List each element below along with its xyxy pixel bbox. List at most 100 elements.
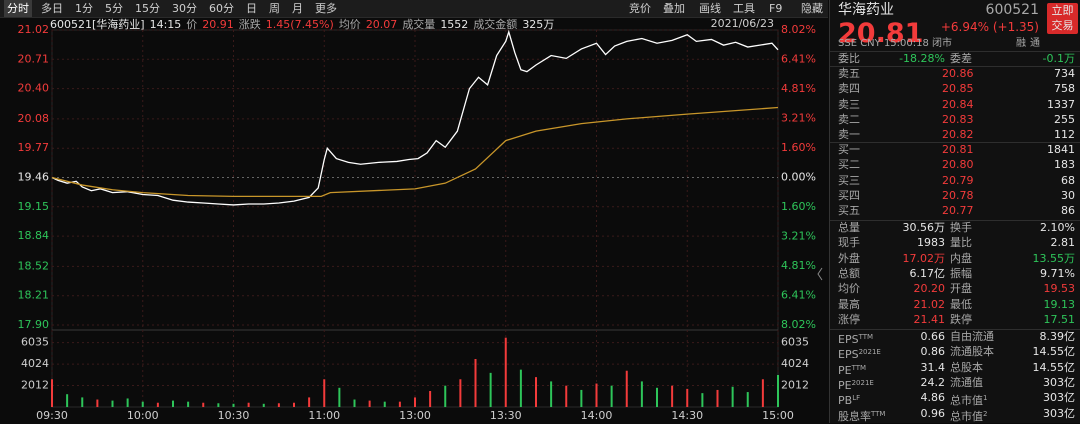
fund-value: 24.2	[920, 375, 946, 389]
button-label: 交易	[1051, 19, 1074, 32]
tool-button[interactable]: 隐藏	[801, 2, 823, 15]
y-tick-label: 19.77	[18, 141, 50, 154]
tool-button[interactable]: 叠加	[663, 2, 685, 15]
ask-label: 卖一	[838, 128, 860, 142]
bid-size: 68	[1061, 173, 1075, 187]
header-item: 325万	[522, 18, 555, 31]
fund-label: 总市值1	[950, 394, 988, 408]
volume-bar	[474, 359, 477, 407]
volume-bar	[565, 385, 568, 407]
stat-value: 2.10%	[1040, 221, 1075, 234]
header-item: 1552	[440, 18, 469, 31]
volume-bar	[716, 389, 719, 407]
stat-value: 13.55万	[1032, 251, 1076, 265]
stat-value: 19.13	[1043, 297, 1076, 311]
stat-value: 20.20	[913, 282, 946, 296]
fund-label-sup: TTM	[851, 363, 867, 372]
stat-label: 最高	[838, 297, 860, 311]
volume-bar	[444, 385, 447, 407]
fund-label-sup: 1	[983, 394, 988, 403]
volume-bar	[459, 379, 462, 407]
volume-bar	[187, 401, 190, 407]
fund-label: PBLF	[838, 394, 861, 408]
stat-value: 17.51	[1043, 312, 1076, 326]
order-ratio: 委比	[838, 52, 860, 65]
volume-bar	[172, 400, 174, 407]
tab[interactable]: 更多	[315, 2, 337, 15]
ask-label: 卖二	[838, 112, 860, 126]
y-tick-label: 18.21	[18, 289, 50, 302]
fund-label-sup: 2	[983, 409, 988, 418]
x-tick-label: 10:30	[218, 409, 250, 422]
tab[interactable]: 5分	[105, 2, 123, 15]
y2-tick-label: 1.60%	[781, 141, 816, 154]
volume-bar	[535, 377, 537, 407]
volume-bar	[489, 372, 492, 407]
tab[interactable]: 15分	[135, 2, 160, 15]
volume-bar	[293, 402, 295, 407]
separator	[830, 142, 1080, 143]
volume-bar	[202, 402, 205, 407]
order-ratio: -0.1万	[1042, 52, 1075, 65]
tool-button[interactable]: 画线	[699, 2, 721, 15]
bid-label: 买三	[838, 173, 860, 187]
tab[interactable]: 月	[292, 2, 303, 15]
tab[interactable]: 多日	[41, 2, 63, 15]
ask-label: 卖五	[838, 67, 860, 80]
stat-label: 振幅	[950, 266, 972, 280]
fund-label-sup: TTM	[871, 409, 886, 418]
volume-bar	[625, 370, 628, 407]
fund-value: 303亿	[1043, 391, 1075, 405]
x-tick-label: 10:00	[127, 409, 159, 422]
ask-price: 20.83	[942, 112, 974, 126]
trade-button[interactable]: 立即 交易	[1047, 3, 1078, 34]
fund-label-sup: TTM	[858, 333, 874, 341]
volume-tick-label: 6035	[21, 336, 49, 349]
volume-tick-label: 4024	[21, 357, 49, 370]
tab[interactable]: 日	[246, 2, 257, 15]
tab[interactable]: 分时	[4, 0, 32, 17]
header-item: 20.07	[365, 18, 398, 31]
tool-button[interactable]: F9	[769, 2, 783, 15]
y2-tick-label: 6.41%	[781, 288, 816, 301]
tab[interactable]: 周	[269, 2, 280, 15]
tool-button[interactable]: 工具	[733, 2, 755, 15]
ask-label: 卖三	[838, 97, 860, 111]
volume-bar	[338, 387, 341, 407]
y-tick-label: 20.71	[18, 52, 50, 65]
volume-tick-label: 4024	[781, 357, 809, 370]
y-tick-label: 17.90	[18, 318, 50, 331]
volume-bar	[414, 397, 416, 407]
tab[interactable]: 1分	[75, 2, 93, 15]
bid-size: 30	[1061, 188, 1075, 202]
stat-label: 总量	[838, 221, 860, 234]
y2-tick-label: 0.00%	[781, 171, 816, 184]
volume-bar	[701, 393, 704, 407]
toolbar: 分时 多日 1分 5分 15分 30分 60分日周月更多 竞价 叠加 画线 工具 F9 隐藏	[0, 0, 828, 18]
ask-size: 1337	[1047, 97, 1075, 111]
y-tick-label: 18.52	[18, 259, 50, 272]
fund-label-sup: LF	[852, 394, 861, 403]
bid-size: 1841	[1047, 143, 1075, 156]
volume-bar	[656, 387, 658, 407]
volume-bar	[247, 402, 250, 407]
collapse-arrow[interactable]	[817, 267, 823, 281]
ask-size: 255	[1054, 112, 1075, 126]
volume-bar	[111, 400, 114, 407]
tab[interactable]: 30分	[172, 2, 197, 15]
ask-size: 112	[1054, 128, 1075, 142]
fund-value: 14.55亿	[1032, 345, 1076, 359]
stat-label: 跌停	[950, 312, 972, 326]
separator	[830, 329, 1080, 330]
tab[interactable]: 60分	[209, 2, 234, 15]
stat-label: 量比	[950, 236, 972, 250]
volume-bar	[671, 385, 674, 407]
fund-value: 8.39亿	[1039, 330, 1076, 343]
tag: 通	[1030, 38, 1040, 49]
volume-bar	[580, 389, 583, 407]
ask-size: 758	[1054, 82, 1075, 96]
order-ratio: 委差	[950, 52, 972, 65]
volume-bar	[96, 399, 99, 407]
volume-bar	[66, 394, 69, 407]
tool-button[interactable]: 竞价	[629, 2, 651, 15]
